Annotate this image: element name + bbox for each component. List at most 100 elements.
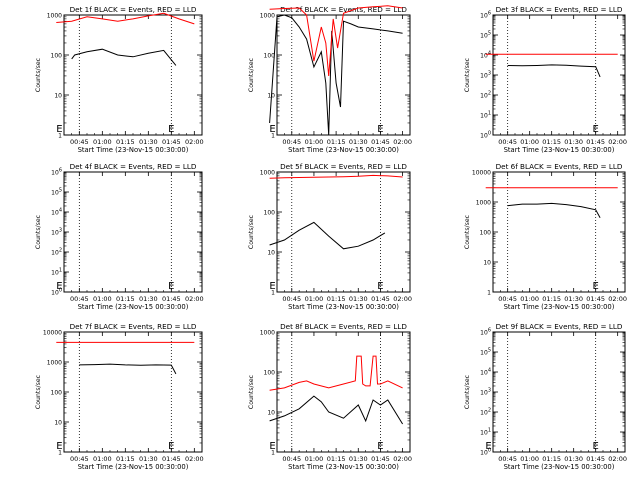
y-axis-label: Counts/sec (464, 57, 471, 92)
x-tick-label: 01:15 (327, 455, 346, 463)
panel-title: Det 3f BLACK = Events, RED = LLD (496, 5, 623, 14)
series-lld (269, 5, 403, 76)
panel-title: Det 6f BLACK = Events, RED = LLD (496, 162, 623, 171)
series-events (507, 64, 601, 78)
y-tick-label: 101 (51, 268, 62, 277)
y-tick-label: 101 (480, 428, 491, 437)
x-tick-label: 00:45 (70, 295, 89, 303)
y-axis-label: Counts/sec (248, 57, 255, 92)
plot-frame (492, 331, 626, 453)
panel-title: Det 7f BLACK = Events, RED = LLD (70, 322, 197, 331)
x-axis-label: Start Time (23-Nov-15 00:30:00) (288, 146, 399, 154)
x-axis-label: Start Time (23-Nov-15 00:30:00) (78, 463, 189, 471)
y-tick-label: 102 (51, 248, 62, 257)
x-tick-label: 01:30 (139, 295, 158, 303)
x-tick-label: 00:45 (282, 295, 301, 303)
x-tick-label: 01:30 (349, 138, 368, 146)
y-axis-label: Counts/sec (464, 214, 471, 249)
x-tick-label: 02:00 (608, 455, 627, 463)
x-tick-label: 01:45 (586, 138, 605, 146)
panel-det-6: Det 6f BLACK = Events, RED = LLD 1 10 100 10… (464, 162, 627, 311)
x-tick-label: 02:00 (185, 295, 204, 303)
y-tick-label: 100 (480, 448, 491, 457)
series-events (79, 363, 177, 375)
x-axis-label: Start Time (23-Nov-15 00:30:00) (288, 303, 399, 311)
y-tick-label: 100 (264, 370, 276, 377)
y-tick-label: 10 (267, 410, 275, 417)
y-tick-label: 106 (480, 328, 491, 337)
y-tick-label: 102 (480, 408, 491, 417)
series-events (71, 48, 177, 66)
x-tick-label: 01:15 (116, 455, 135, 463)
panel-title: Det 1f BLACK = Events, RED = LLD (70, 5, 197, 14)
y-tick-label: 100 (51, 53, 63, 60)
y-tick-label: 100 (480, 131, 491, 140)
y-tick-label: 10 (483, 260, 491, 267)
y-tick-label: 10 (267, 250, 275, 257)
y-tick-label: 1000 (260, 330, 275, 337)
panel-det-4: Det 4f BLACK = Events, RED = LLD 100 101 10… (35, 162, 204, 311)
y-tick-label: 1 (58, 133, 62, 140)
x-tick-label: 01:45 (162, 295, 181, 303)
x-tick-label: 01:30 (564, 138, 583, 146)
plot-frame (492, 14, 626, 136)
y-tick-label: 1000 (47, 13, 62, 20)
y-tick-label: 1 (271, 290, 275, 297)
event-flag: E (269, 281, 275, 292)
x-tick-label: 01:00 (93, 138, 112, 146)
y-axis-label: Counts/sec (35, 214, 42, 249)
x-tick-label: 01:30 (139, 455, 158, 463)
y-tick-label: 100 (51, 390, 63, 397)
x-tick-label: 01:45 (371, 295, 390, 303)
x-tick-label: 01:45 (371, 455, 390, 463)
plot-frame (63, 331, 203, 453)
y-tick-label: 105 (51, 188, 62, 197)
event-flag: E (485, 441, 491, 452)
y-tick-label: 101 (480, 111, 491, 120)
y-tick-label: 1 (487, 290, 491, 297)
x-axis-label: Start Time (23-Nov-15 00:30:00) (504, 303, 615, 311)
x-tick-label: 02:00 (185, 455, 204, 463)
panel-title: Det 9f BLACK = Events, RED = LLD (496, 322, 623, 331)
y-tick-label: 102 (480, 91, 491, 100)
x-tick-label: 01:45 (586, 455, 605, 463)
x-tick-label: 01:15 (327, 138, 346, 146)
x-tick-label: 01:15 (542, 455, 561, 463)
y-tick-label: 103 (51, 228, 62, 237)
event-flag: E (168, 124, 174, 135)
x-tick-label: 02:00 (393, 138, 412, 146)
event-flag: E (168, 281, 174, 292)
plot-frame (492, 171, 626, 293)
x-tick-label: 01:00 (93, 295, 112, 303)
plot-frame (63, 171, 203, 293)
y-tick-label: 100 (264, 210, 276, 217)
x-tick-label: 01:30 (564, 455, 583, 463)
event-flag: E (168, 441, 174, 452)
series-lld (56, 12, 195, 25)
panel-det-3: Det 3f BLACK = Events, RED = LLD 100 101 10… (464, 5, 627, 154)
y-tick-label: 100 (480, 230, 492, 237)
y-tick-label: 105 (480, 31, 491, 40)
event-flag: E (377, 124, 383, 135)
event-flag: E (377, 281, 383, 292)
y-tick-label: 103 (480, 71, 491, 80)
y-tick-label: 106 (480, 11, 491, 20)
x-tick-label: 01:15 (327, 295, 346, 303)
y-tick-label: 1 (271, 450, 275, 457)
event-flag: E (56, 281, 62, 292)
x-tick-label: 00:45 (498, 455, 517, 463)
x-tick-label: 01:00 (520, 455, 539, 463)
x-axis-label: Start Time (23-Nov-15 00:30:00) (78, 146, 189, 154)
series-lld (269, 174, 403, 179)
x-axis-label: Start Time (23-Nov-15 00:30:00) (78, 303, 189, 311)
x-tick-label: 01:45 (162, 138, 181, 146)
x-tick-label: 01:30 (349, 455, 368, 463)
event-flag: E (593, 441, 599, 452)
x-axis-label: Start Time (23-Nov-15 00:30:00) (504, 146, 615, 154)
y-axis-label: Counts/sec (35, 57, 42, 92)
plot-frame (276, 331, 411, 453)
y-tick-label: 100 (264, 53, 276, 60)
series-events (269, 14, 403, 136)
